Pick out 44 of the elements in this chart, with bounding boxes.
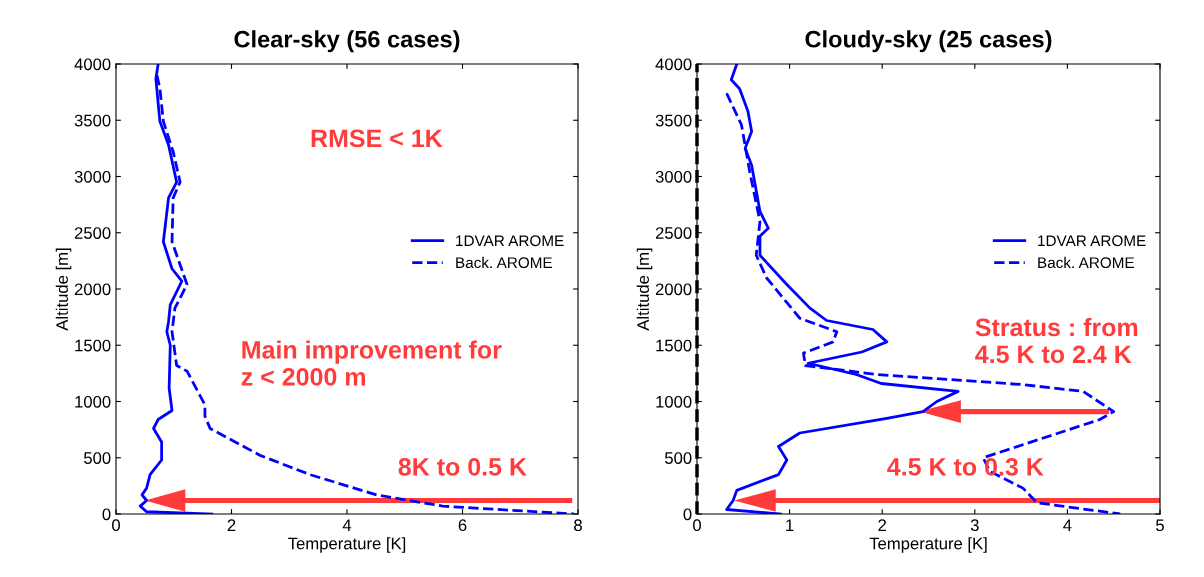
- y-tick-label: 1000: [75, 395, 111, 408]
- y-tick-label: 2500: [655, 227, 692, 239]
- annotation: RMSE < 1K: [311, 129, 443, 148]
- y-axis-title: Altitude [m]: [636, 248, 653, 331]
- annotation: Main improvement for z < 2000 m: [241, 340, 502, 386]
- y-tick-label: 4000: [74, 58, 111, 71]
- y-tick-label: 500: [665, 452, 692, 464]
- y-tick-label: 500: [84, 452, 111, 464]
- legend-label: 1DVAR AROME: [456, 235, 564, 247]
- y-tick-label: 1000: [656, 395, 692, 408]
- legend-label: 1DVAR AROME: [1038, 235, 1146, 247]
- legend-label: Back. AROME: [1038, 256, 1134, 269]
- x-axis-title: Temperature [K]: [869, 537, 987, 553]
- y-tick-label: 1500: [75, 339, 111, 352]
- y-tick-label: 2000: [74, 283, 111, 296]
- y-tick-label: 3000: [74, 170, 111, 183]
- y-tick-label: 2500: [74, 227, 111, 239]
- x-tick-label: 4: [1063, 519, 1072, 531]
- annotation: 4.5 K to 0.3 K: [887, 458, 1044, 476]
- annotation: 8K to 0.5 K: [398, 458, 527, 476]
- y-tick-label: 3000: [655, 170, 692, 183]
- y-axis-title: Altitude [m]: [55, 248, 72, 331]
- y-tick-label: 1500: [656, 339, 692, 352]
- x-axis-title: Temperature [K]: [288, 537, 406, 553]
- y-tick-label: 0: [683, 508, 692, 521]
- legend-label: Back. AROME: [456, 256, 552, 269]
- y-tick-label: 3500: [655, 114, 692, 127]
- x-tick-label: 2: [227, 519, 236, 531]
- x-tick-label: 0: [112, 519, 120, 532]
- x-tick-label: 3: [970, 519, 979, 532]
- chart-title: Cloudy-sky (25 cases): [805, 30, 1052, 53]
- annotation: Stratus : from 4.5 K to 2.4 K: [975, 317, 1138, 364]
- y-tick-label: 4000: [655, 58, 692, 71]
- x-tick-label: 4: [342, 519, 352, 531]
- x-tick-label: 0: [693, 519, 701, 532]
- x-tick-label: 6: [458, 519, 467, 532]
- y-tick-label: 0: [102, 508, 111, 521]
- x-tick-label: 1: [786, 519, 794, 531]
- x-tick-label: 8: [574, 519, 582, 532]
- y-tick-label: 2000: [655, 283, 692, 296]
- y-tick-label: 3500: [74, 114, 111, 127]
- chart-title: Clear-sky (56 cases): [234, 30, 460, 53]
- x-tick-label: 2: [878, 519, 886, 531]
- x-tick-label: 5: [1156, 519, 1164, 532]
